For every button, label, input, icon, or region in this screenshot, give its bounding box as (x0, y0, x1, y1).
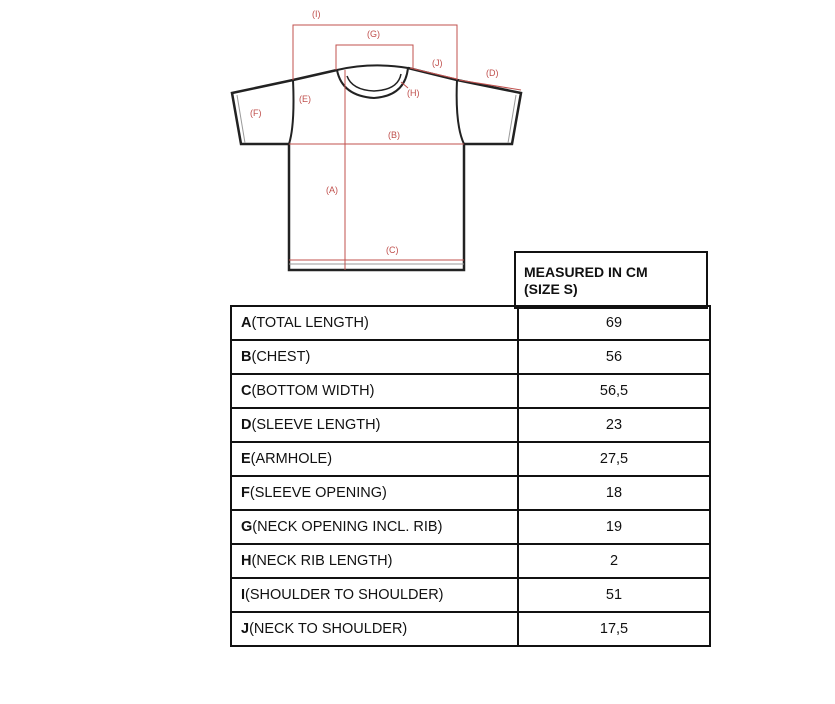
header-unit: MEASURED IN CM (524, 264, 648, 280)
measurement-name: E(ARMHOLE) (230, 441, 519, 477)
table-row: B(CHEST) 56 (230, 339, 711, 375)
measurement-letter: C (241, 383, 252, 399)
table-row: J(NECK TO SHOULDER) 17,5 (230, 611, 711, 647)
measurement-name: D(SLEEVE LENGTH) (230, 407, 519, 443)
measurement-letter: E (241, 451, 251, 467)
label-e: (E) (299, 94, 311, 104)
label-b: (B) (388, 130, 400, 140)
label-h: (H) (407, 88, 420, 98)
measurement-value: 19 (517, 509, 711, 545)
label-g: (G) (367, 29, 380, 39)
measurement-value: 51 (517, 577, 711, 613)
measurement-label: (SHOULDER TO SHOULDER) (245, 587, 444, 603)
measurement-label: (NECK TO SHOULDER) (249, 621, 408, 637)
measurement-letter: J (241, 621, 250, 637)
measurement-letter: H (241, 553, 252, 569)
label-d: (D) (486, 68, 499, 78)
measurement-name: J(NECK TO SHOULDER) (230, 611, 519, 647)
label-a: (A) (326, 185, 338, 195)
measurement-letter: G (241, 519, 253, 535)
measurement-value: 27,5 (517, 441, 711, 477)
label-j: (J) (432, 58, 443, 68)
measurement-label: (TOTAL LENGTH) (251, 315, 369, 331)
measurement-name: A(TOTAL LENGTH) (230, 305, 519, 341)
measurement-name: I(SHOULDER TO SHOULDER) (230, 577, 519, 613)
measurement-label: (SLEEVE OPENING) (249, 485, 387, 501)
measurement-label: (NECK OPENING INCL. RIB) (252, 519, 443, 535)
measurement-name: F(SLEEVE OPENING) (230, 475, 519, 511)
label-f: (F) (250, 108, 262, 118)
table-row: G(NECK OPENING INCL. RIB) 19 (230, 509, 711, 545)
measurement-value: 69 (517, 305, 711, 341)
tshirt-measurement-diagram: (I) (G) (J) (D) (H) (E) (F) (B) (A) (C) (230, 9, 523, 272)
measurement-letter: I (241, 587, 246, 603)
measurement-value: 56 (517, 339, 711, 375)
measurement-value: 18 (517, 475, 711, 511)
measurement-letter: F (241, 485, 250, 501)
measurement-label: (SLEEVE LENGTH) (251, 417, 381, 433)
size-chart-table: A(TOTAL LENGTH) 69 B(CHEST) 56 C(BOTTOM WIDT… (230, 305, 711, 647)
measurement-value: 56,5 (517, 373, 711, 409)
measurement-label: (NECK RIB LENGTH) (251, 553, 393, 569)
label-c: (C) (386, 245, 399, 255)
table-row: A(TOTAL LENGTH) 69 (230, 305, 711, 341)
measurement-letter: D (241, 417, 252, 433)
measurement-value: 2 (517, 543, 711, 579)
measurement-name: C(BOTTOM WIDTH) (230, 373, 519, 409)
measurement-label: (CHEST) (251, 349, 311, 365)
table-row: H(NECK RIB LENGTH) 2 (230, 543, 711, 579)
table-row: C(BOTTOM WIDTH) 56,5 (230, 373, 711, 409)
measurement-label: (BOTTOM WIDTH) (251, 383, 375, 399)
measurement-value: 23 (517, 407, 711, 443)
measurement-name: G(NECK OPENING INCL. RIB) (230, 509, 519, 545)
table-row: E(ARMHOLE) 27,5 (230, 441, 711, 477)
table-row: F(SLEEVE OPENING) 18 (230, 475, 711, 511)
tshirt-outline (230, 64, 523, 272)
table-row: I(SHOULDER TO SHOULDER) 51 (230, 577, 711, 613)
measurement-letter: B (241, 349, 252, 365)
measurement-name: H(NECK RIB LENGTH) (230, 543, 519, 579)
measurement-name: B(CHEST) (230, 339, 519, 375)
measurement-lines (289, 24, 522, 270)
table-row: D(SLEEVE LENGTH) 23 (230, 407, 711, 443)
measurement-label: (ARMHOLE) (250, 451, 333, 467)
label-i: (I) (312, 9, 321, 19)
header-size: (SIZE S) (524, 281, 578, 297)
measurement-value: 17,5 (517, 611, 711, 647)
table-header-cell: MEASURED IN CM (SIZE S) (514, 251, 708, 309)
measurement-letter: A (241, 315, 252, 331)
